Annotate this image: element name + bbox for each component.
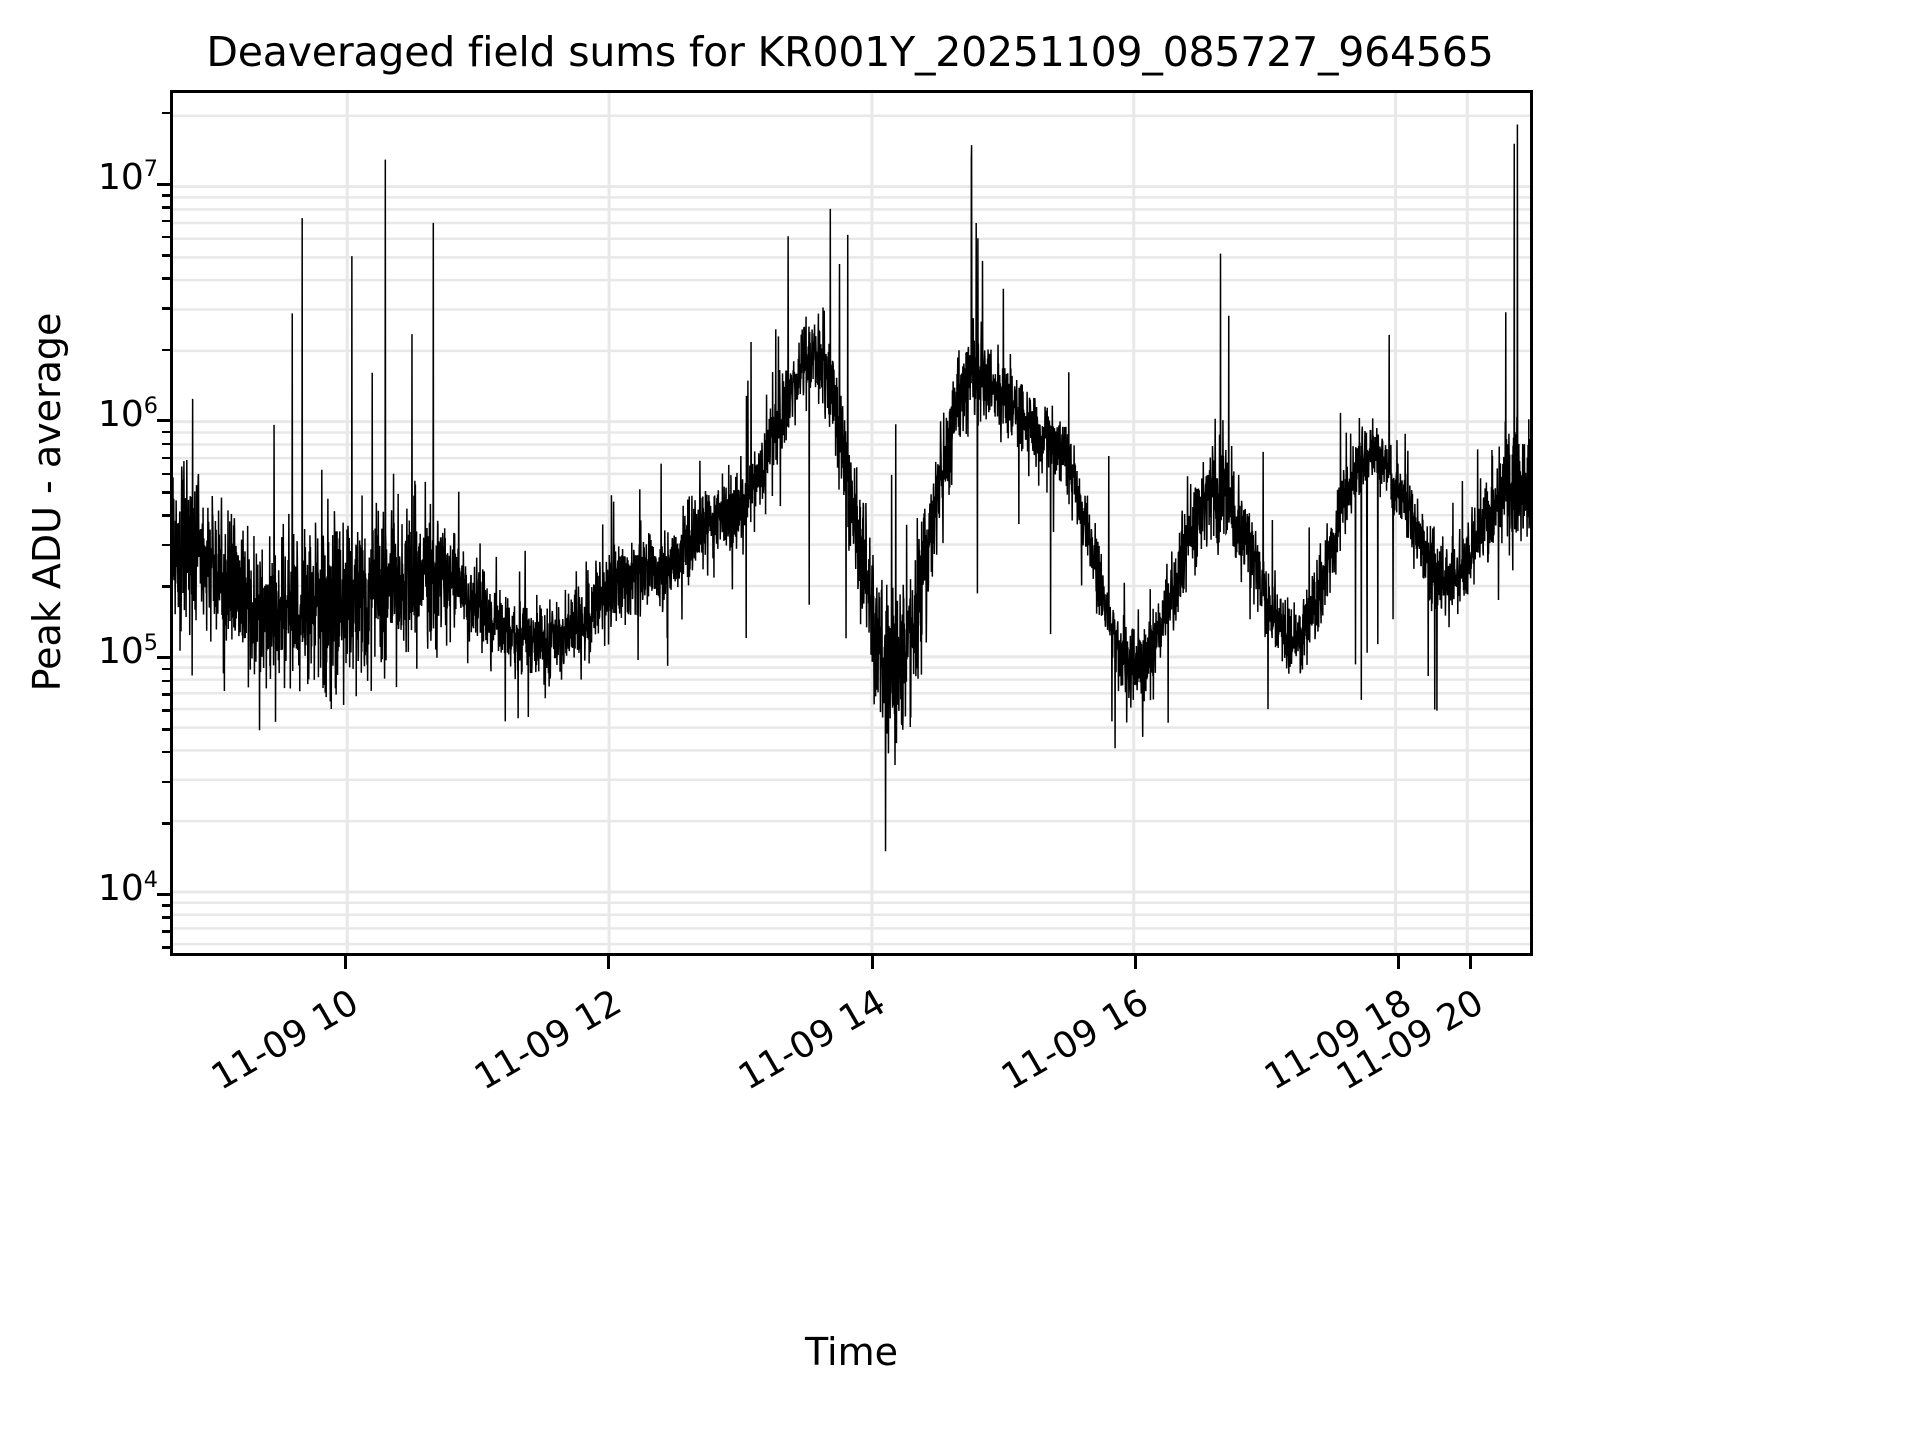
y-tick-mark-major: [157, 419, 170, 423]
y-tick-label: 105: [97, 629, 158, 672]
x-tick-label: 11-09 10: [204, 982, 366, 1099]
y-tick-mark-minor: [162, 235, 170, 239]
y-tick-label: 106: [97, 392, 158, 435]
y-axis-tick-labels: 107 106 105 104: [0, 0, 158, 1440]
gridlines: [173, 93, 1530, 953]
y-tick-mark-minor: [162, 206, 170, 209]
y-tick-mark-minor: [162, 194, 170, 197]
x-tick-mark: [606, 956, 610, 969]
y-tick-mark-minor: [162, 946, 170, 949]
y-tick-mark-minor: [162, 780, 170, 784]
data-line: [173, 124, 1530, 851]
y-tick-mark-minor: [162, 822, 170, 825]
y-tick-mark-minor: [162, 348, 170, 352]
plot-svg: [173, 93, 1530, 953]
x-tick-mark: [870, 956, 874, 969]
y-tick-mark-minor: [162, 930, 170, 933]
y-tick-mark-major: [157, 656, 170, 660]
plot-area: [170, 90, 1533, 956]
y-tick-mark-minor: [162, 111, 170, 115]
y-tick-mark-minor: [162, 750, 170, 754]
y-tick-mark-minor: [162, 904, 170, 907]
y-tick-mark-minor: [162, 254, 170, 257]
y-tick-mark-minor: [162, 693, 170, 696]
y-tick-mark-major: [157, 182, 170, 186]
x-axis-label: Time: [805, 1330, 898, 1374]
x-tick-mark: [1133, 956, 1137, 969]
y-tick-mark-minor: [162, 430, 170, 434]
y-tick-mark-minor: [162, 514, 170, 517]
y-tick-mark-minor: [162, 543, 170, 547]
y-tick-mark-minor: [162, 219, 170, 223]
y-tick-mark-minor: [162, 916, 170, 919]
x-tick-mark: [1468, 956, 1472, 969]
y-tick-mark-minor: [162, 709, 170, 712]
y-tick-mark-minor: [162, 472, 170, 475]
y-tick-mark-minor: [162, 442, 170, 446]
y-axis-label: Peak ADU - average: [25, 312, 69, 692]
x-tick-mark: [1396, 956, 1400, 969]
chart-title: Deaveraged field sums for KR001Y_2025110…: [206, 28, 1494, 76]
y-tick-mark-minor: [162, 679, 170, 683]
x-tick-mark: [343, 956, 347, 969]
y-tick-label: 107: [97, 156, 158, 199]
y-tick-mark-minor: [162, 456, 170, 460]
y-tick-mark-minor: [162, 667, 170, 671]
y-tick-mark-minor: [162, 277, 170, 280]
x-tick-label: 11-09 12: [467, 982, 629, 1099]
y-tick-mark-minor: [162, 728, 170, 731]
y-tick-label: 104: [97, 866, 158, 909]
y-tick-mark-minor: [162, 307, 170, 310]
x-tick-label: 11-09 16: [994, 982, 1156, 1099]
x-tick-label: 11-09 14: [731, 982, 893, 1099]
y-tick-mark-minor: [162, 585, 170, 588]
y-tick-mark-minor: [162, 491, 170, 494]
y-tick-mark-major: [157, 893, 170, 897]
